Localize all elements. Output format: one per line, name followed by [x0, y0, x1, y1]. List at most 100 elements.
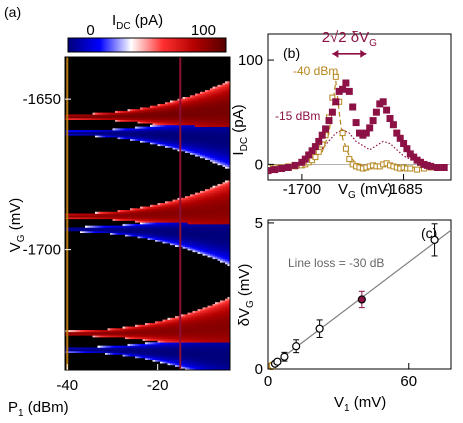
heatmap-cell	[67, 227, 71, 230]
heatmap-cell	[202, 234, 206, 237]
heatmap-cell	[165, 331, 168, 334]
heatmap-cell	[180, 230, 183, 234]
heatmap-cell	[180, 366, 183, 369]
heatmap-cell	[162, 236, 166, 239]
heatmap-cell	[212, 356, 216, 359]
heatmap-cell	[145, 328, 148, 331]
heatmap-cell	[215, 159, 218, 162]
heatmap-cell	[207, 131, 211, 134]
heatmap-cell	[195, 331, 198, 334]
heatmap-cell	[177, 121, 181, 124]
heatmap-cell	[142, 121, 146, 124]
heatmap-cell	[177, 105, 181, 108]
heatmap-cell	[207, 117, 211, 120]
heatmap-cell	[92, 116, 96, 119]
heatmap-cell	[222, 236, 226, 239]
heatmap-cell	[202, 222, 206, 225]
heatmap-cell	[217, 340, 221, 343]
heatmap-cell	[145, 128, 148, 131]
heatmap-cell	[217, 91, 221, 94]
heatmap-cell	[205, 319, 208, 322]
heatmap-cell	[135, 110, 138, 114]
heatmap-cell	[202, 201, 206, 204]
heatmap-cell	[227, 102, 230, 105]
heatmap-cell	[80, 216, 83, 220]
heatmap-cell	[205, 199, 208, 202]
heatmap-cell	[145, 220, 148, 223]
heatmap-cell	[217, 203, 221, 206]
heatmap-cell	[217, 305, 221, 308]
heatmap-cell	[225, 359, 228, 362]
heatmap-cell	[222, 203, 226, 206]
heatmap-cell	[172, 208, 176, 211]
heatmap-cell	[125, 350, 128, 354]
heatmap-cell	[142, 328, 146, 331]
heatmap-cell	[177, 340, 181, 343]
heatmap-cell	[172, 133, 176, 136]
heatmap-cell	[227, 131, 230, 134]
heatmap-cell	[147, 229, 151, 232]
heatmap-cell	[117, 330, 121, 333]
heatmap-cell	[125, 130, 128, 133]
heatmap-cell	[135, 138, 138, 141]
heatmap-cell	[177, 241, 181, 244]
heatmap-cell	[150, 225, 153, 228]
heatmap-cell	[162, 105, 166, 108]
heatmap-cell	[92, 330, 96, 333]
heatmap-cell	[162, 110, 166, 114]
heatmap-cell	[192, 211, 196, 214]
heatmap-cell	[227, 215, 230, 218]
heatmap-cell	[220, 361, 223, 364]
heatmap-cell	[92, 225, 96, 228]
heatmap-cell	[195, 336, 198, 340]
heatmap-cell	[167, 321, 171, 324]
heatmap-cell	[200, 190, 203, 194]
heatmap-cell	[190, 206, 193, 209]
heatmap-cell	[185, 98, 188, 101]
heatmap-cell	[90, 114, 93, 117]
heatmap-cell	[197, 349, 201, 352]
heatmap-cell	[82, 349, 86, 352]
heatmap-cell	[207, 150, 211, 154]
heatmap-cell	[90, 350, 93, 354]
heatmap-cell	[197, 319, 201, 322]
heatmap-cell	[90, 347, 93, 350]
heatmap-cell	[215, 161, 218, 164]
heatmap-cell	[172, 227, 176, 230]
heatmap-cell	[190, 197, 193, 200]
heatmap-cell	[182, 236, 186, 239]
heatmap-cell	[192, 234, 196, 237]
heatmap-cell	[122, 136, 126, 140]
heatmap-cell	[145, 335, 148, 338]
heatmap-cell	[197, 248, 201, 251]
heatmap-cell	[180, 140, 183, 143]
heatmap-cell	[155, 356, 158, 359]
heatmap-cell	[100, 215, 103, 218]
heatmap-cell	[162, 131, 166, 134]
heatmap-cell	[132, 354, 136, 357]
heatmap-cell	[105, 211, 108, 214]
heatmap-cell	[227, 81, 230, 84]
heatmap-cell	[127, 211, 131, 214]
heatmap-cell	[200, 145, 203, 148]
heatmap-cell	[227, 328, 230, 331]
heatmap-cell	[177, 227, 181, 230]
heatmap-cell	[112, 331, 116, 334]
heatmap-cell	[85, 225, 88, 228]
heatmap-cell	[150, 330, 153, 333]
heatmap-cell	[150, 112, 153, 115]
heatmap-cell	[202, 335, 206, 338]
heatmap-cell	[227, 116, 230, 119]
heatmap-cell	[222, 335, 226, 338]
heatmap-cell	[220, 105, 223, 108]
heatmap-cell	[137, 117, 141, 120]
heatmap-cell	[70, 131, 73, 134]
heatmap-cell	[195, 241, 198, 244]
heatmap-cell	[117, 335, 121, 338]
heatmap-cell	[217, 112, 221, 115]
heatmap-cell	[185, 343, 188, 347]
heatmap-cell	[225, 309, 228, 312]
heatmap-cell	[142, 336, 146, 340]
heatmap-cell	[165, 124, 168, 127]
heatmap-cell	[157, 107, 161, 110]
